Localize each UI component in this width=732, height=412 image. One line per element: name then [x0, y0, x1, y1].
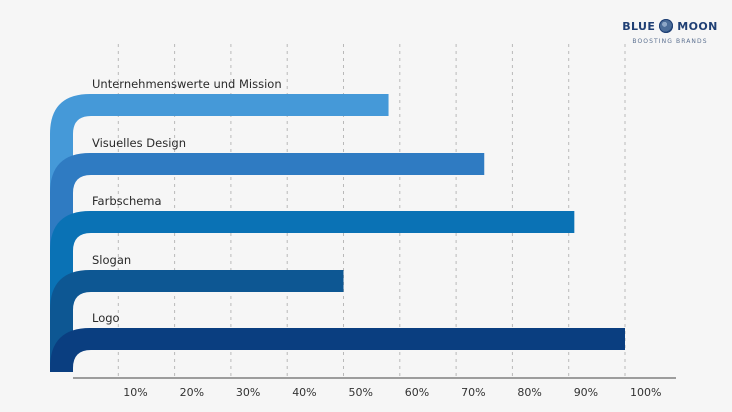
tick-label-20: 20%: [180, 386, 204, 399]
bar-2: [50, 211, 575, 372]
brand-wordmark: BLUE MOON: [620, 19, 720, 33]
category-label-4: Logo: [92, 311, 120, 325]
tick-label-30: 30%: [236, 386, 260, 399]
bar-1: [50, 153, 485, 372]
bar-4: [50, 328, 625, 372]
brand-logo: BLUE MOON BOOSTING BRANDS: [620, 19, 720, 46]
bars: [50, 94, 625, 372]
bar-3: [50, 270, 344, 372]
brand-name-left: BLUE: [622, 19, 656, 33]
tick-label-50: 50%: [349, 386, 373, 399]
category-label-1: Visuelles Design: [92, 136, 186, 150]
category-label-2: Farbschema: [92, 194, 162, 208]
brand-name-right: MOON: [677, 19, 718, 33]
category-label-0: Unternehmenswerte und Mission: [92, 77, 282, 91]
tick-label-80: 80%: [517, 386, 541, 399]
brand-tagline: BOOSTING BRANDS: [632, 38, 708, 45]
tick-label-60: 60%: [405, 386, 429, 399]
category-label-3: Slogan: [92, 253, 131, 267]
moon-icon: [659, 19, 674, 33]
tick-label-40: 40%: [292, 386, 316, 399]
tick-label-90: 90%: [574, 386, 598, 399]
tick-label-100: 100%: [630, 386, 661, 399]
tick-label-70: 70%: [461, 386, 485, 399]
category-labels: Unternehmenswerte und Mission Visuelles D…: [92, 77, 282, 325]
x-axis: 10% 20% 30% 40% 50% 60% 70% 80% 90% 100%: [73, 377, 676, 399]
tick-label-10: 10%: [123, 386, 147, 399]
